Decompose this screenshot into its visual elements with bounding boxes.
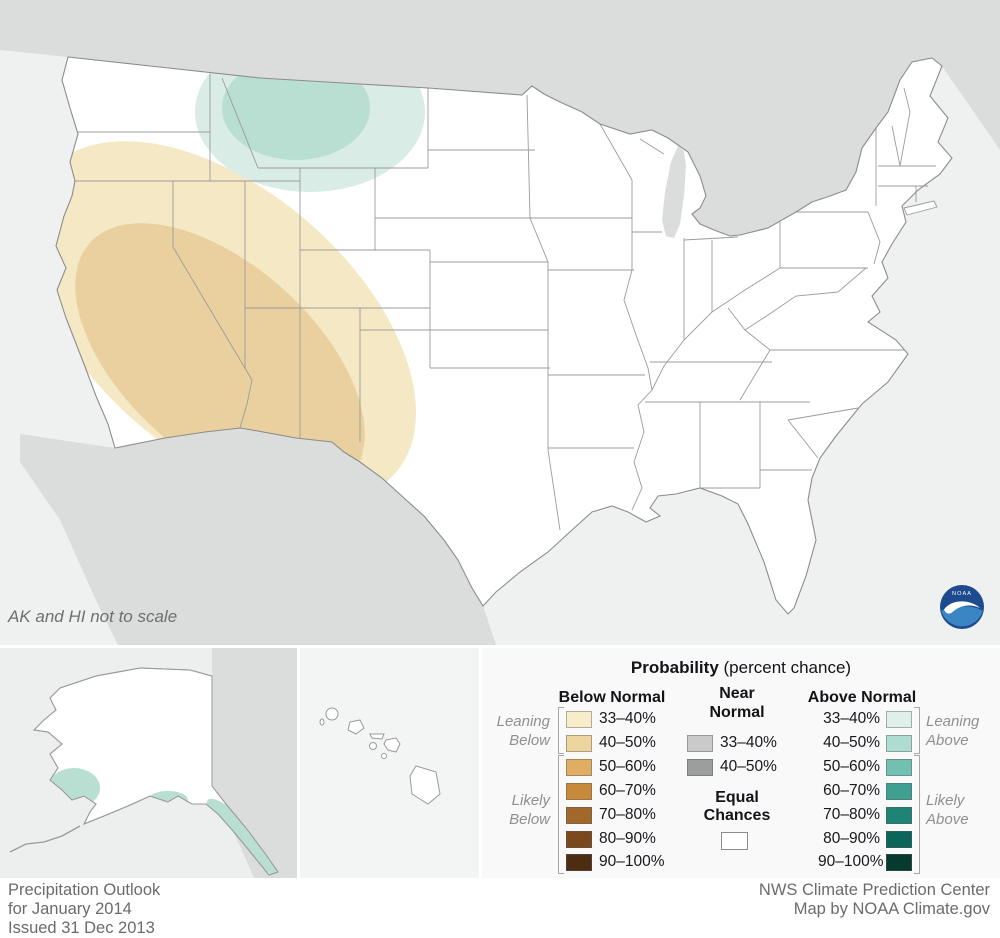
- near-row-1: 33–40%: [687, 733, 777, 753]
- footer-issued: Issued 31 Dec 2013: [8, 919, 155, 937]
- above-normal-header: Above Normal: [807, 689, 917, 706]
- above-swatch-7: [886, 853, 912, 871]
- near-row-2: 40–50%: [687, 757, 777, 777]
- legend-title-bold: Probability: [630, 658, 719, 677]
- above-swatch-1: [886, 710, 912, 728]
- hawaiian-islands: [319, 707, 441, 805]
- canada-landmass: [0, 0, 1000, 236]
- below-swatch-6: [566, 830, 592, 848]
- scale-note: AK and HI not to scale: [8, 607, 178, 626]
- above-likely-bracket: [914, 755, 920, 874]
- equal-chances-swatch: [721, 832, 748, 850]
- below-row-4: 60–70%: [566, 781, 656, 801]
- below-row-7: 90–100%: [566, 852, 665, 872]
- above-row-5: 70–80%: [818, 805, 912, 825]
- leaning-above-label: Leaning Above: [926, 713, 980, 749]
- island-lanai: [369, 742, 377, 750]
- footer-left: Precipitation Outlook for January 2014 I…: [8, 881, 160, 938]
- noaa-logo-bird: [944, 601, 980, 614]
- island-kahoolawe: [381, 753, 387, 759]
- above-leaning-bracket: [914, 707, 920, 754]
- below-normal-header: Below Normal: [558, 689, 666, 706]
- island-oahu: [347, 719, 365, 735]
- near-swatch-1: [687, 734, 713, 752]
- hawaii-map: [319, 707, 441, 805]
- below-row-5: 70–80%: [566, 805, 656, 825]
- alaska-map: [9, 648, 297, 878]
- state-borders: [75, 74, 936, 531]
- likely-below-label: Likely Below: [509, 792, 550, 828]
- below-normal-region-inner: [75, 223, 365, 497]
- footer-period: for January 2014: [8, 900, 132, 918]
- island-molokai: [369, 733, 385, 740]
- above-swatch-5: [886, 806, 912, 824]
- below-swatch-4: [566, 782, 592, 800]
- island-hawaii: [409, 765, 441, 805]
- legend-title: Probability (percent chance): [482, 658, 1000, 678]
- above-row-6: 80–90%: [818, 829, 912, 849]
- footer-source: NWS Climate Prediction Center: [758, 881, 990, 899]
- alaska-above-normal-panhandle: [206, 798, 278, 875]
- below-row-2: 40–50%: [566, 733, 656, 753]
- noaa-logo: NOAA: [940, 585, 984, 629]
- near-normal-header: Near Normal: [709, 685, 765, 721]
- below-swatch-5: [566, 806, 592, 824]
- island-niihau: [319, 718, 325, 726]
- hawaii-inset: [300, 648, 479, 878]
- equal-chances-label: Equal Chances: [703, 789, 771, 824]
- below-row-3: 50–60%: [566, 757, 656, 777]
- above-swatch-2: [886, 734, 912, 752]
- mexico-landmass: [20, 428, 496, 645]
- below-swatch-3: [566, 758, 592, 776]
- leaning-below-label: Leaning Below: [496, 713, 550, 749]
- alaska-inset: [0, 648, 297, 878]
- above-row-3: 50–60%: [818, 757, 912, 777]
- below-row-6: 80–90%: [566, 829, 656, 849]
- footer-title: Precipitation Outlook: [8, 881, 161, 899]
- above-row-4: 60–70%: [818, 781, 912, 801]
- island-kauai: [325, 707, 339, 721]
- conus-map: [0, 0, 1000, 645]
- lake-michigan: [662, 146, 686, 238]
- conus-map-area: AK and HI not to scale NOAA: [0, 0, 1000, 645]
- likely-above-label: Likely Above: [926, 792, 969, 828]
- near-swatch-2: [687, 758, 713, 776]
- above-swatch-3: [886, 758, 912, 776]
- above-swatch-6: [886, 830, 912, 848]
- below-leaning-bracket: [558, 707, 564, 754]
- noaa-logo-text: NOAA: [952, 591, 972, 597]
- below-row-1: 33–40%: [566, 709, 656, 729]
- footer-right: NWS Climate Prediction Center Map by NOA…: [759, 881, 990, 919]
- below-swatch-7: [566, 853, 592, 871]
- below-swatch-1: [566, 710, 592, 728]
- above-row-1: 33–40%: [818, 709, 912, 729]
- above-row-7: 90–100%: [818, 852, 912, 872]
- alaska-above-normal-southcoast: [148, 791, 188, 809]
- legend-title-rest: (percent chance): [718, 658, 852, 677]
- island-maui: [383, 737, 401, 753]
- below-swatch-2: [566, 734, 592, 752]
- aleutian-islands: [9, 825, 81, 853]
- above-row-2: 40–50%: [818, 733, 912, 753]
- long-island: [903, 200, 938, 216]
- probability-legend: Probability (percent chance) Below Norma…: [482, 648, 1000, 878]
- footer-credit: Map by NOAA Climate.gov: [793, 900, 990, 918]
- above-swatch-4: [886, 782, 912, 800]
- below-likely-bracket: [558, 755, 564, 874]
